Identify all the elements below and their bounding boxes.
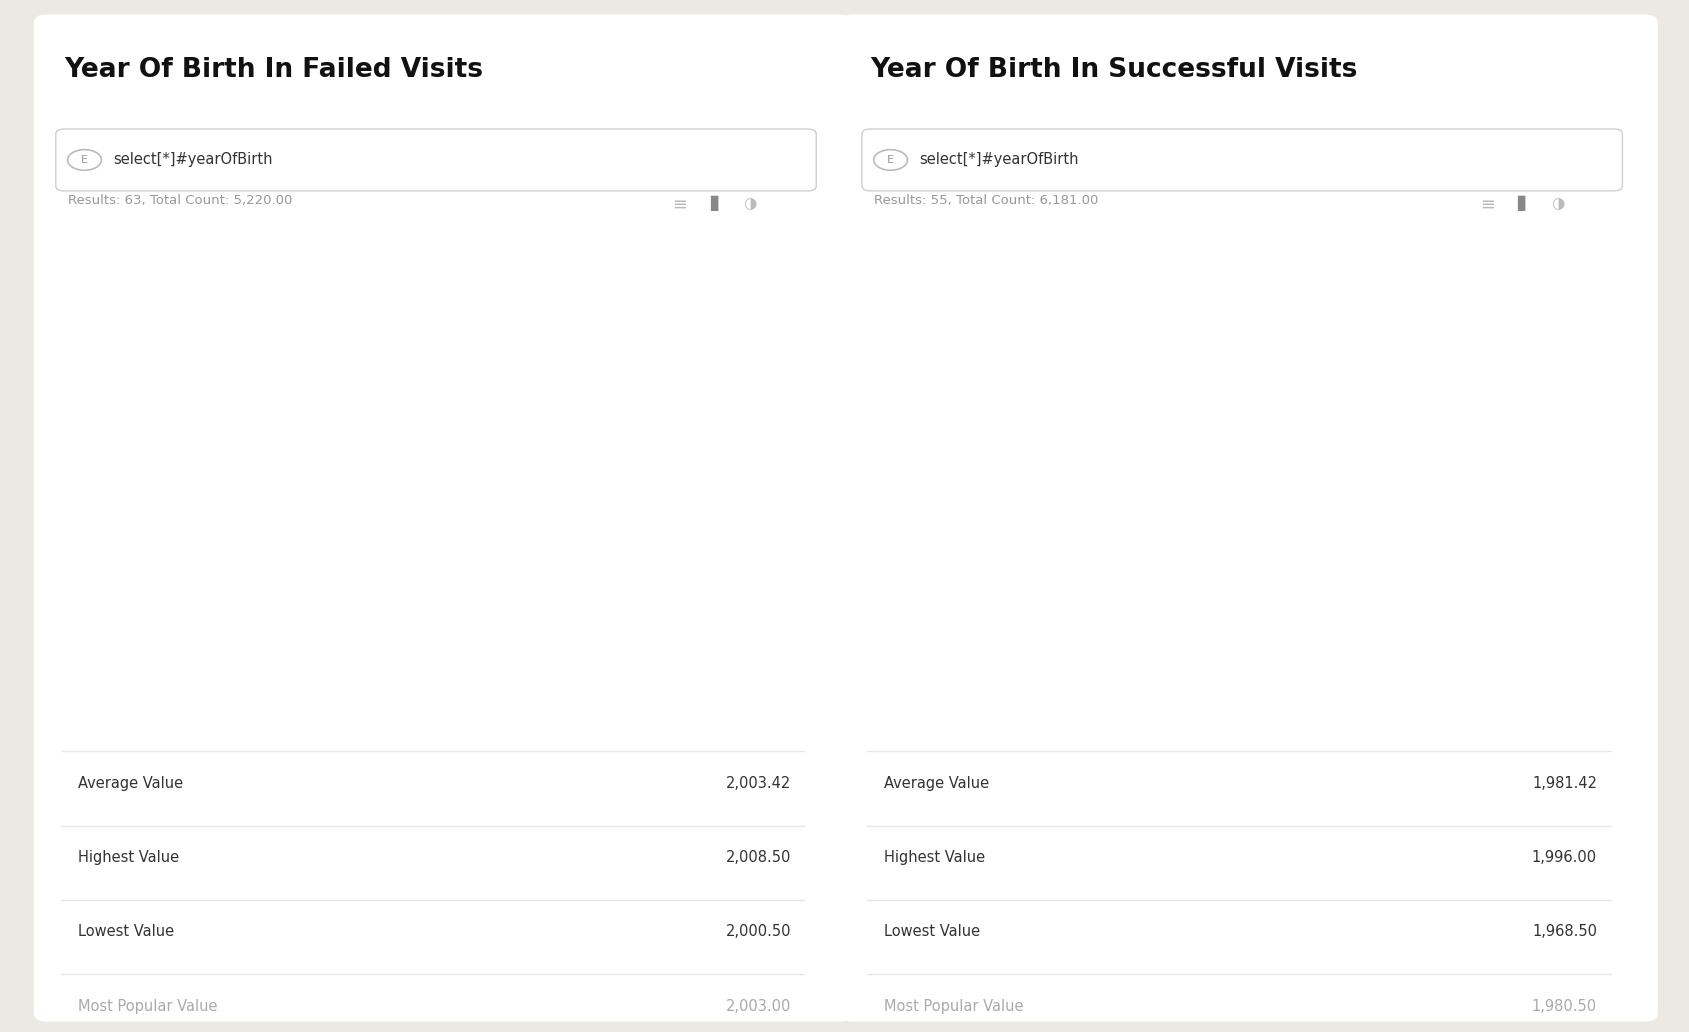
Text: 2,003.00: 2,003.00 (725, 999, 790, 1013)
Text: Highest Value: Highest Value (78, 850, 179, 865)
Text: 1,981.42: 1,981.42 (1532, 776, 1596, 791)
Text: ≡: ≡ (672, 196, 687, 214)
Text: Year Of Birth In Successful Visits: Year Of Birth In Successful Visits (870, 57, 1356, 83)
Text: Average Value: Average Value (883, 776, 988, 791)
Text: ◑: ◑ (743, 196, 757, 212)
Text: ≡: ≡ (1480, 196, 1495, 214)
Text: Results: 63, Total Count: 5,220.00: Results: 63, Total Count: 5,220.00 (68, 194, 292, 207)
Text: E: E (887, 155, 893, 165)
Text: Year Of Birth In Failed Visits: Year Of Birth In Failed Visits (64, 57, 483, 83)
Text: Lowest Value: Lowest Value (78, 925, 174, 939)
Text: Highest Value: Highest Value (883, 850, 985, 865)
Text: select[*]#yearOfBirth: select[*]#yearOfBirth (919, 153, 1078, 167)
Text: Most Popular Value: Most Popular Value (78, 999, 218, 1013)
Text: Most Popular Value: Most Popular Value (883, 999, 1024, 1013)
Text: ▋: ▋ (709, 196, 721, 212)
Text: 1,968.50: 1,968.50 (1532, 925, 1596, 939)
Text: 2,008.50: 2,008.50 (725, 850, 790, 865)
Text: Average Value: Average Value (78, 776, 182, 791)
Text: 2,000.50: 2,000.50 (725, 925, 790, 939)
Text: E: E (81, 155, 88, 165)
Text: 2,003.42: 2,003.42 (725, 776, 790, 791)
Text: 1,996.00: 1,996.00 (1530, 850, 1596, 865)
Text: select[*]#yearOfBirth: select[*]#yearOfBirth (113, 153, 272, 167)
Text: ▋: ▋ (1517, 196, 1529, 212)
Text: 1,980.50: 1,980.50 (1530, 999, 1596, 1013)
Text: ◑: ◑ (1551, 196, 1564, 212)
Text: Results: 55, Total Count: 6,181.00: Results: 55, Total Count: 6,181.00 (873, 194, 1098, 207)
Text: Lowest Value: Lowest Value (883, 925, 980, 939)
